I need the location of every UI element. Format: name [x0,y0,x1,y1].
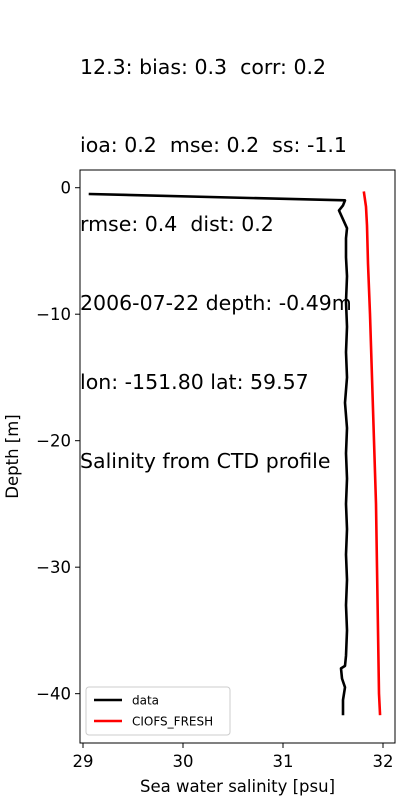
y-axis-label: Depth [m] [3,414,22,498]
title-line-3: rmse: 0.4 dist: 0.2 [80,212,274,237]
y-tick-label: 0 [61,179,72,198]
x-tick-label: 30 [173,752,194,771]
y-tick-label: −20 [36,432,71,451]
title-line-4: 2006-07-22 depth: -0.49m [80,291,352,316]
legend-label: data [132,694,159,708]
ticks-layer: 29 30 31 32 0 −10 −20 −30 −40 [36,179,393,771]
y-tick-label: −10 [36,305,71,324]
chart-title: 12.3: bias: 0.3 corr: 0.2 ioa: 0.2 mse: … [80,1,398,501]
series-line-data [88,192,349,716]
x-axis-label: Sea water salinity [psu] [140,777,335,796]
legend-label: CIOFS_FRESH [132,715,213,729]
title-line-5: lon: -151.80 lat: 59.57 [80,370,309,395]
title-line-2: ioa: 0.2 mse: 0.2 ss: -1.1 [80,133,347,158]
plot-area-frame [79,169,396,744]
series-line-ciofs-fresh [362,191,382,716]
x-tick-label: 31 [273,752,294,771]
title-line-1: 12.3: bias: 0.3 corr: 0.2 [80,54,327,79]
title-line-6: Salinity from CTD profile [80,449,331,474]
y-tick-label: −30 [36,558,71,577]
y-tick-label: −40 [36,685,71,704]
x-tick-label: 29 [73,752,94,771]
series-layer [88,191,382,716]
x-tick-label: 32 [373,752,394,771]
legend: data CIOFS_FRESH [85,686,231,736]
